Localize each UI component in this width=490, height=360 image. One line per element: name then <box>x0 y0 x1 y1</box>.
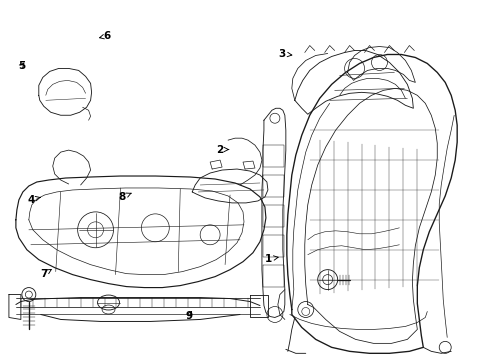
Text: 1: 1 <box>265 254 278 264</box>
Text: 6: 6 <box>99 31 111 41</box>
Text: 9: 9 <box>185 311 193 320</box>
Text: 7: 7 <box>40 269 51 279</box>
Text: 4: 4 <box>27 195 41 205</box>
Circle shape <box>25 291 32 298</box>
Text: 3: 3 <box>278 49 292 59</box>
Text: 8: 8 <box>119 192 131 202</box>
Circle shape <box>302 307 310 315</box>
Text: 2: 2 <box>216 144 229 154</box>
Text: 5: 5 <box>18 61 25 71</box>
